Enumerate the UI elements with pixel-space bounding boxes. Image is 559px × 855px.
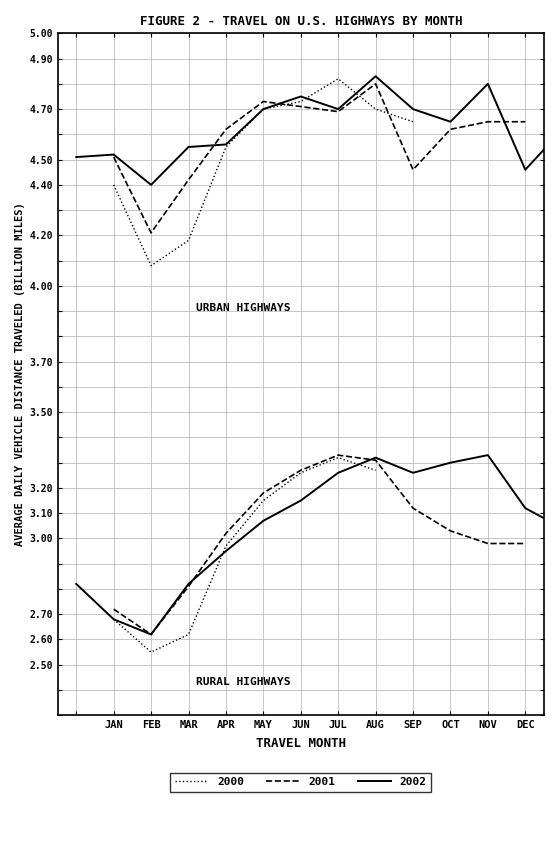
Title: FIGURE 2 - TRAVEL ON U.S. HIGHWAYS BY MONTH: FIGURE 2 - TRAVEL ON U.S. HIGHWAYS BY MO… (140, 15, 462, 28)
Legend: 2000, 2001, 2002: 2000, 2001, 2002 (170, 773, 431, 792)
Y-axis label: AVERAGE DAILY VEHICLE DISTANCE TRAVELED (BILLION MILES): AVERAGE DAILY VEHICLE DISTANCE TRAVELED … (15, 203, 25, 546)
X-axis label: TRAVEL MONTH: TRAVEL MONTH (256, 737, 346, 750)
Text: RURAL HIGHWAYS: RURAL HIGHWAYS (196, 677, 291, 687)
Text: URBAN HIGHWAYS: URBAN HIGHWAYS (196, 304, 291, 313)
